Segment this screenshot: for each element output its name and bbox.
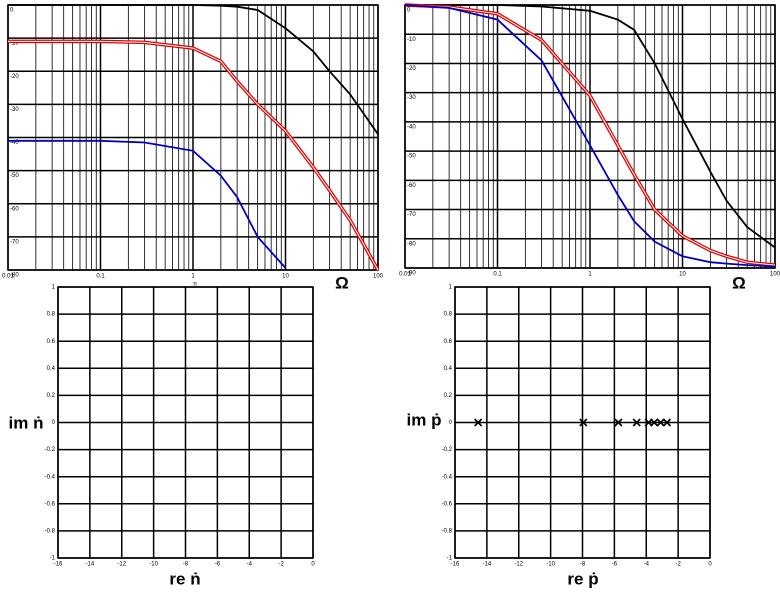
y-tick-label: 0.2 <box>444 393 453 399</box>
y-tick-label: 0.4 <box>47 366 56 372</box>
y-tick-label: -0.6 <box>45 501 56 507</box>
x-tick-label: 10 <box>679 272 686 278</box>
x-tick-label: 0 <box>311 562 315 568</box>
y-tick-label: 1 <box>449 285 453 291</box>
x-tick-label: -2 <box>278 562 284 568</box>
x-tick-label: -2 <box>675 562 681 568</box>
y-tick-label: -0.2 <box>45 447 56 453</box>
pole-marker <box>650 418 659 427</box>
y-tick-label: 1 <box>52 285 56 291</box>
y-tick-label: -80 <box>407 241 416 247</box>
y-tick-label: -0.2 <box>442 447 453 453</box>
y-tick-label: -0.6 <box>442 501 453 507</box>
x-tick-label: 0 <box>708 562 712 568</box>
x-tick-label: 0.01 <box>399 272 411 278</box>
y-tick-label: -1 <box>50 556 56 562</box>
x-tick-label: -4 <box>644 562 650 568</box>
x-axis-label: Ω <box>335 273 349 292</box>
x-tick-label: -6 <box>612 562 618 568</box>
y-tick-label: 0.6 <box>444 339 453 345</box>
y-tick-label: 0 <box>52 420 56 426</box>
x-axis-label: Ω <box>732 273 746 292</box>
y-tick-label: -70 <box>10 239 19 245</box>
x-tick-label: -8 <box>183 562 189 568</box>
pole-marker <box>579 418 588 427</box>
y-tick-label: 0.4 <box>444 366 453 372</box>
y-tick-label: 0.8 <box>444 312 453 318</box>
pole-marker <box>474 418 483 427</box>
x-tick-label: -16 <box>54 562 63 568</box>
y-tick-label: -20 <box>407 66 416 72</box>
x-tick-label: 1 <box>191 274 195 280</box>
x-tick-label: -16 <box>451 562 460 568</box>
x-tick-label: -12 <box>514 562 523 568</box>
x-axis-label: re ṅ <box>169 569 200 588</box>
x-tick-label: 1 <box>588 272 592 278</box>
x-tick-label: -6 <box>215 562 221 568</box>
series-line-highlight <box>404 4 776 266</box>
pole-marker <box>662 418 672 427</box>
y-tick-label: -50 <box>10 173 19 179</box>
y-tick-label: 0 <box>10 8 14 14</box>
x-tick-label: 10 <box>282 274 289 280</box>
y-axis-label: im ṅ <box>9 413 44 432</box>
pole-marker <box>656 418 665 427</box>
y-tick-label: -60 <box>407 183 416 189</box>
x-tick-label: -12 <box>117 562 126 568</box>
y-tick-label: -30 <box>407 95 416 101</box>
series-line <box>8 139 287 269</box>
series-line <box>405 4 776 249</box>
y-tick-label: -70 <box>407 212 416 218</box>
y-tick-label: -50 <box>407 154 416 160</box>
y-tick-label: 0 <box>407 8 411 14</box>
x-tick-label: -14 <box>483 562 492 568</box>
x-tick-label: -10 <box>546 562 555 568</box>
y-tick-label: -10 <box>407 37 416 43</box>
x-axis-label: re ṗ <box>567 569 598 588</box>
pole-marker <box>632 418 641 427</box>
y-tick-label: -0.4 <box>442 474 453 480</box>
x-tick-label: -8 <box>580 562 586 568</box>
y-tick-label: -20 <box>10 74 19 80</box>
y-tick-label: -0.8 <box>442 528 453 534</box>
y-tick-label: -30 <box>10 107 19 113</box>
y-tick-label: 0 <box>449 420 453 426</box>
series-line <box>404 4 776 268</box>
y-tick-label: -60 <box>10 206 19 212</box>
y-tick-label: -40 <box>407 124 416 130</box>
y-tick-label: -10 <box>10 41 19 47</box>
y-tick-label: -90 <box>407 271 416 277</box>
y-axis-label: im ṗ <box>407 410 442 429</box>
y-tick-label: -40 <box>10 140 19 146</box>
pole-marker <box>614 418 623 427</box>
y-tick-label: 0.2 <box>47 393 56 399</box>
x-tick-label: 0.1 <box>96 274 105 280</box>
x-tick-label: -4 <box>247 562 253 568</box>
x-tick-label: -10 <box>149 562 158 568</box>
x-tick-label: -14 <box>86 562 95 568</box>
x-tick-label: 100 <box>373 274 384 280</box>
y-tick-label: -0.8 <box>45 528 56 534</box>
y-tick-label: -0.4 <box>45 474 56 480</box>
series-line <box>8 4 379 135</box>
y-tick-label: -80 <box>10 273 19 279</box>
y-tick-label: 0.6 <box>47 339 56 345</box>
x-tick-label: 100 <box>770 272 780 278</box>
x-tick-label: 0.01 <box>2 274 14 280</box>
x-tick-label: 0.1 <box>493 272 502 278</box>
annotation: n <box>193 282 196 288</box>
y-tick-label: 0.8 <box>47 312 56 318</box>
series-line-highlight <box>8 40 379 271</box>
y-tick-label: -1 <box>447 556 453 562</box>
